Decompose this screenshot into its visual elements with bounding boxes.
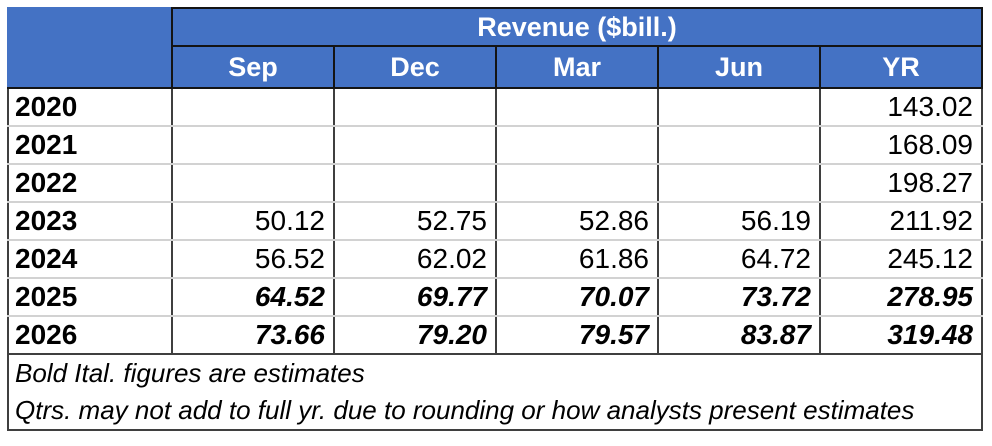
table-row: 2026 73.66 79.20 79.57 83.87 319.48 xyxy=(7,316,983,355)
revenue-cell xyxy=(496,126,659,165)
revenue-cell: 50.12 xyxy=(172,202,335,241)
column-header-yr: YR xyxy=(819,45,983,89)
table-row: 2021 168.09 xyxy=(7,126,983,165)
revenue-cell xyxy=(334,164,497,203)
revenue-cell: 211.92 xyxy=(820,202,983,241)
revenue-table: Revenue ($bill.) Sep Dec Mar Jun YR 2020… xyxy=(7,7,983,431)
revenue-cell: 83.87 xyxy=(658,316,821,355)
revenue-cell: 73.66 xyxy=(172,316,335,355)
revenue-cell: 143.02 xyxy=(820,88,983,127)
revenue-cell: 52.86 xyxy=(496,202,659,241)
column-header-sep: Sep xyxy=(171,45,335,89)
revenue-cell: 79.57 xyxy=(496,316,659,355)
table-row: 2022 198.27 xyxy=(7,164,983,203)
column-header-row: Sep Dec Mar Jun YR xyxy=(8,45,983,89)
revenue-cell xyxy=(658,88,821,127)
row-label-year: 2025 xyxy=(7,278,173,317)
corner-cell xyxy=(7,7,173,89)
revenue-cell: 278.95 xyxy=(820,278,983,317)
revenue-cell: 319.48 xyxy=(820,316,983,355)
revenue-cell: 168.09 xyxy=(820,126,983,165)
revenue-cell: 62.02 xyxy=(334,240,497,279)
column-header-dec: Dec xyxy=(333,45,497,89)
revenue-cell xyxy=(658,126,821,165)
table-title: Revenue ($bill.) xyxy=(171,7,983,47)
revenue-cell xyxy=(496,164,659,203)
table-row: 2023 50.12 52.75 52.86 56.19 211.92 xyxy=(7,202,983,241)
revenue-cell xyxy=(172,126,335,165)
footnote: Bold Ital. figures are estimates xyxy=(7,353,983,392)
column-header-mar: Mar xyxy=(495,45,659,89)
footnote: Qtrs. may not add to full yr. due to rou… xyxy=(7,392,983,431)
row-label-year: 2020 xyxy=(7,88,173,127)
title-row: Revenue ($bill.) xyxy=(7,7,983,89)
revenue-cell xyxy=(496,88,659,127)
revenue-cell: 79.20 xyxy=(334,316,497,355)
revenue-cell xyxy=(172,88,335,127)
revenue-cell: 64.52 xyxy=(172,278,335,317)
revenue-cell: 61.86 xyxy=(496,240,659,279)
row-label-year: 2022 xyxy=(7,164,173,203)
column-header-jun: Jun xyxy=(657,45,821,89)
row-label-year: 2021 xyxy=(7,126,173,165)
revenue-cell xyxy=(658,164,821,203)
row-label-year: 2024 xyxy=(7,240,173,279)
revenue-cell: 73.72 xyxy=(658,278,821,317)
footnote-row: Bold Ital. figures are estimates xyxy=(7,353,983,392)
table-row: 2025 64.52 69.77 70.07 73.72 278.95 xyxy=(7,278,983,317)
footnote-row: Qtrs. may not add to full yr. due to rou… xyxy=(7,392,983,431)
revenue-cell: 52.75 xyxy=(334,202,497,241)
revenue-cell: 70.07 xyxy=(496,278,659,317)
revenue-cell xyxy=(334,126,497,165)
revenue-cell: 56.52 xyxy=(172,240,335,279)
revenue-cell: 64.72 xyxy=(658,240,821,279)
row-label-year: 2026 xyxy=(7,316,173,355)
revenue-cell xyxy=(334,88,497,127)
revenue-cell: 69.77 xyxy=(334,278,497,317)
revenue-cell: 198.27 xyxy=(820,164,983,203)
table-row: 2020 143.02 xyxy=(7,88,983,127)
revenue-cell: 56.19 xyxy=(658,202,821,241)
revenue-cell: 245.12 xyxy=(820,240,983,279)
row-label-year: 2023 xyxy=(7,202,173,241)
revenue-cell xyxy=(172,164,335,203)
table-row: 2024 56.52 62.02 61.86 64.72 245.12 xyxy=(7,240,983,279)
